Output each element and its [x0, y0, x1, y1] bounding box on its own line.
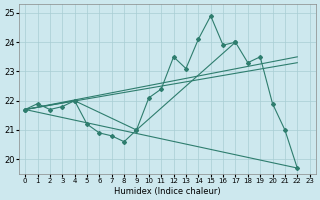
X-axis label: Humidex (Indice chaleur): Humidex (Indice chaleur) [114, 187, 221, 196]
